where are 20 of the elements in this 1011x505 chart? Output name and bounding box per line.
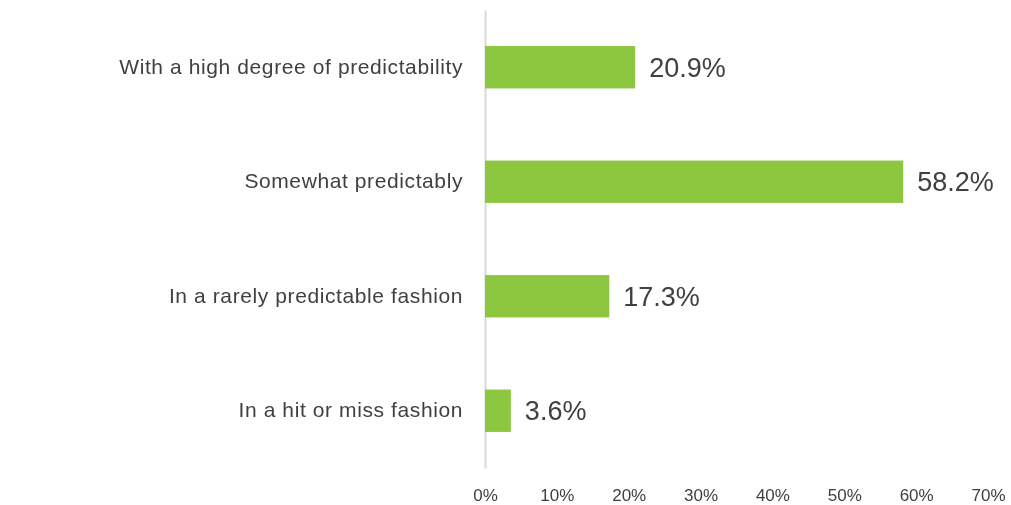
x-tick-label: 20% xyxy=(612,486,647,505)
y-tick-label: With a high degree of predictability xyxy=(119,54,463,78)
x-tick-label: 10% xyxy=(540,486,575,505)
data-label: 17.3% xyxy=(623,281,700,312)
data-label: 58.2% xyxy=(917,167,994,198)
bar xyxy=(485,46,636,89)
x-tick-label: 50% xyxy=(827,486,862,505)
y-tick-label: In a rarely predictable fashion xyxy=(168,283,463,307)
data-label: 3.6% xyxy=(524,396,587,427)
x-tick-label: 60% xyxy=(899,486,934,505)
data-label: 20.9% xyxy=(649,52,726,83)
bar xyxy=(485,160,904,203)
y-tick-label: Somewhat predictably xyxy=(244,169,463,193)
bar xyxy=(485,275,610,318)
x-tick-label: 30% xyxy=(684,486,719,505)
x-tick-label: 70% xyxy=(971,486,1006,505)
x-tick-label: 40% xyxy=(755,486,790,505)
y-tick-label: In a hit or miss fashion xyxy=(238,398,463,422)
x-tick-label: 0% xyxy=(473,486,498,505)
bar xyxy=(485,389,511,432)
